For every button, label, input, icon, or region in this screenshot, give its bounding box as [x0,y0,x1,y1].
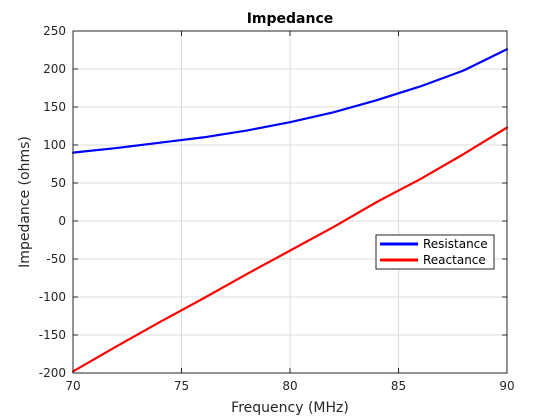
ticks: 70 75 80 85 90 -200 -150 -100 -50 0 50 100 150 200 250 [39,24,515,393]
y-tick-label: 250 [43,24,66,38]
legend-label-resistance: Resistance [423,237,488,251]
y-tick-label: -200 [39,366,66,380]
y-tick-label: 0 [58,214,66,228]
y-tick-label: 200 [43,62,66,76]
y-tick-label: -150 [39,328,66,342]
series-layer [71,48,509,373]
x-tick-label: 90 [499,379,514,393]
y-tick-label: -50 [46,252,66,266]
legend-box [375,234,495,270]
y-axis-title: Impedance (ohms) [17,136,33,268]
x-tick-label: 85 [391,379,406,393]
series-line-reactance [71,126,509,373]
x-tick-label: 80 [282,379,297,393]
x-tick-label: 70 [65,379,80,393]
y-tick-label: -100 [39,290,66,304]
x-tick-label: 75 [174,379,189,393]
chart-title: Impedance [247,11,334,27]
legend-label-reactance: Reactance [423,253,486,267]
y-tick-label: 100 [43,138,66,152]
legend: Resistance Reactance [375,234,495,270]
series-line-resistance [71,48,509,154]
y-tick-label: 50 [51,176,66,190]
y-tick-label: 150 [43,100,66,114]
x-axis-title: Frequency (MHz) [231,400,349,416]
